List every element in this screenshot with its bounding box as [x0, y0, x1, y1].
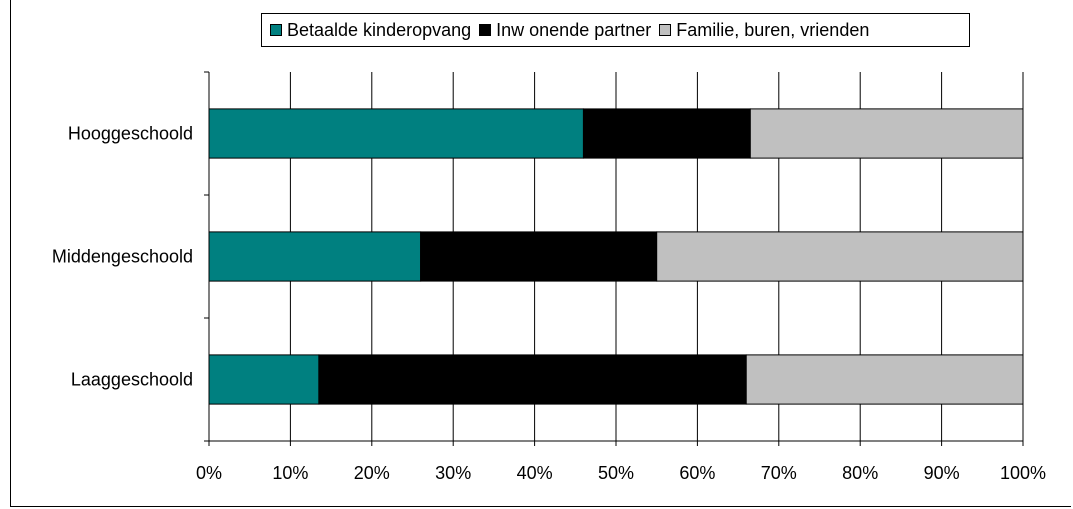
bars [208, 108, 1024, 405]
bar-2-series-1 [318, 354, 747, 405]
bar-0-series-2 [749, 108, 1024, 159]
tick-labels: 0% 10% 20% 30% 40% 50% 60% 70% 80% 90% 100% Hoogges… [52, 124, 1046, 484]
legend-swatch-inwonende-partner [479, 24, 492, 36]
legend-label-familie-buren-vrienden: Familie, buren, vrienden [676, 19, 870, 40]
x-tick-label-7: 70% [761, 463, 797, 483]
legend-swatch-familie-buren-vrienden [659, 24, 672, 36]
bar-2-series-2 [745, 354, 1024, 405]
bar-1-series-0 [208, 231, 422, 282]
x-tick-label-1: 10% [272, 463, 308, 483]
bar-2-series-0 [208, 354, 320, 405]
x-tick-label-10: 100% [1000, 463, 1046, 483]
x-tick-label-9: 90% [924, 463, 960, 483]
x-tick-label-6: 60% [679, 463, 715, 483]
category-label-1: Middengeschoold [52, 247, 193, 267]
legend-label-inwonende-partner: Inw onende partner [496, 19, 652, 40]
x-tick-label-2: 20% [354, 463, 390, 483]
legend-item-betaalde-kinderopvang: Betaalde kinderopvang [270, 20, 471, 41]
x-tick-label-5: 50% [598, 463, 634, 483]
category-label-0: Hooggeschoold [68, 124, 193, 144]
x-tick-label-8: 80% [842, 463, 878, 483]
legend-label-betaalde-kinderopvang: Betaalde kinderopvang [287, 19, 472, 40]
bar-1-series-2 [656, 231, 1024, 282]
legend-item-inwonende-partner: Inw onende partner [479, 20, 651, 41]
x-tick-label-4: 40% [517, 463, 553, 483]
category-label-2: Laaggeschoold [71, 370, 193, 390]
x-tick-label-0: 0% [196, 463, 222, 483]
chart-frame [10, 0, 1071, 507]
bar-0-series-1 [582, 108, 751, 159]
x-tick-label-3: 30% [435, 463, 471, 483]
bar-1-series-1 [420, 231, 658, 282]
legend-swatch-betaalde-kinderopvang [270, 24, 282, 36]
bar-0-series-0 [208, 108, 584, 159]
legend: Betaalde kinderopvang Inw onende partner… [261, 13, 970, 47]
legend-item-familie-buren-vrienden: Familie, buren, vrienden [659, 20, 869, 41]
axes [204, 71, 1024, 446]
